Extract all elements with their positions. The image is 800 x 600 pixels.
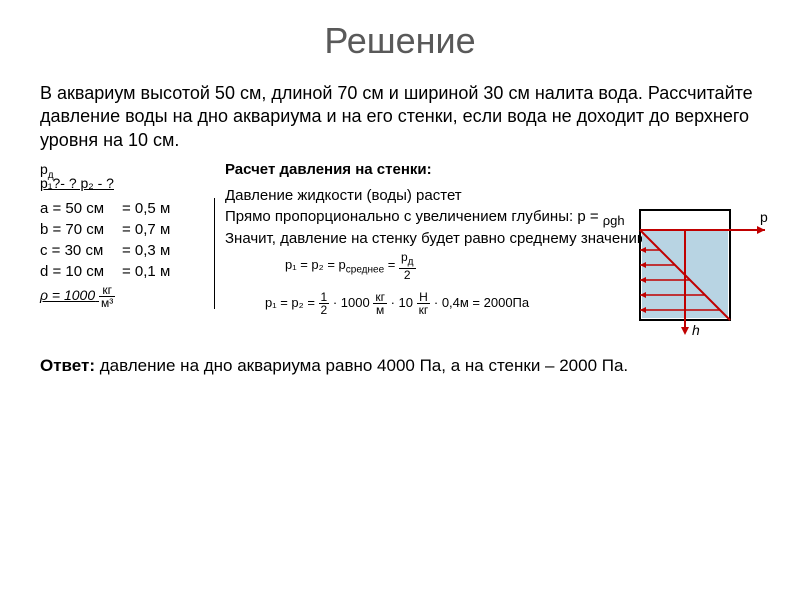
p-axis-label: p (760, 209, 768, 225)
calc-title: Расчет давления на стенки: (225, 160, 760, 180)
given-data: рд р₁?- ? р₂ - ? a = 50 см= 0,5 м b = 70… (40, 160, 215, 316)
density-line: ρ = 1000 кгм³ (40, 284, 208, 309)
answer-line: Ответ: давление на дно аквариума равно 4… (40, 356, 760, 376)
given-row: c = 30 см= 0,3 м (40, 240, 208, 261)
h-axis-label: h (692, 322, 700, 338)
given-row: b = 70 см= 0,7 м (40, 219, 208, 240)
given-row: d = 10 см= 0,1 м (40, 261, 208, 282)
solution-area: рд р₁?- ? р₂ - ? a = 50 см= 0,5 м b = 70… (40, 160, 760, 316)
p-d-label: рд (40, 160, 54, 183)
page-title: Решение (40, 20, 760, 62)
pressure-diagram: p h (630, 200, 770, 340)
question-line: р₁?- ? р₂ - ? (40, 174, 215, 194)
given-row: a = 50 см= 0,5 м (40, 198, 208, 219)
calculation-block: Расчет давления на стенки: Давление жидк… (225, 160, 760, 316)
given-values: a = 50 см= 0,5 м b = 70 см= 0,7 м c = 30… (40, 198, 215, 309)
problem-statement: В аквариум высотой 50 см, длиной 70 см и… (40, 82, 760, 152)
